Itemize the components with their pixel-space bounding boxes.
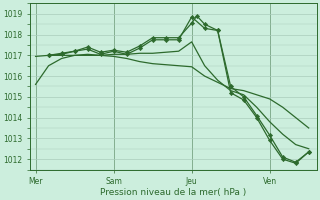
- X-axis label: Pression niveau de la mer( hPa ): Pression niveau de la mer( hPa ): [100, 188, 247, 197]
